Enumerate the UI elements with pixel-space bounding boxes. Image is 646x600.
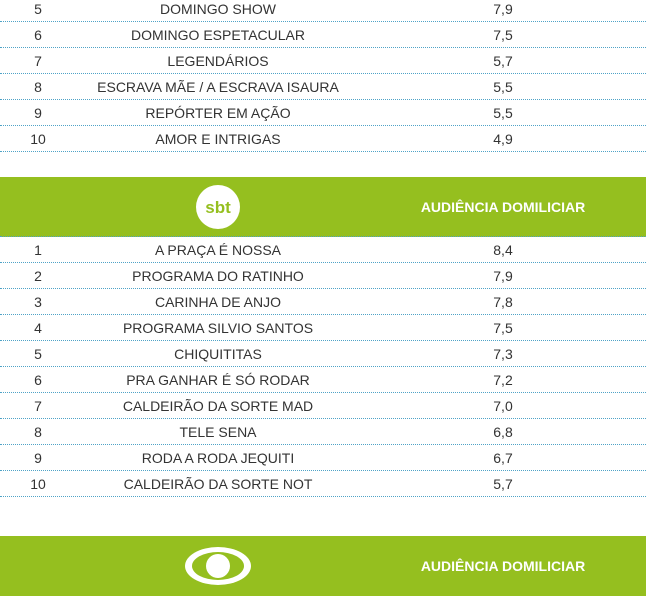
rank-cell: 2 (34, 267, 42, 284)
table-row: 3 CARINHA DE ANJO 7,8 (0, 289, 646, 315)
svg-text:sbt: sbt (205, 198, 231, 217)
score-cell: 5,7 (493, 52, 513, 69)
band-header-band: AUDIÊNCIA DOMILICIAR (0, 536, 646, 596)
table-row: 7 LEGENDÁRIOS 5,7 (0, 48, 646, 74)
table-row: 5 DOMINGO SHOW 7,9 (0, 0, 646, 22)
table-row: 2 PROGRAMA DO RATINHO 7,9 (0, 263, 646, 289)
score-cell: 5,7 (493, 475, 513, 492)
rank-cell: 8 (34, 78, 42, 95)
sbt-logo-icon: sbt (196, 185, 240, 229)
table-row: 9 RODA A RODA JEQUITI 6,7 (0, 445, 646, 471)
rank-cell: 8 (34, 423, 42, 440)
score-cell: 8,4 (493, 241, 513, 258)
program-cell: LEGENDÁRIOS (167, 52, 269, 69)
score-cell: 7,2 (493, 371, 513, 388)
program-cell: RODA A RODA JEQUITI (141, 449, 295, 466)
rank-cell: 7 (34, 397, 42, 414)
table-row: 5 CHIQUITITAS 7,3 (0, 341, 646, 367)
score-cell: 7,9 (493, 0, 513, 17)
table-row: 4 PROGRAMA SILVIO SANTOS 7,5 (0, 315, 646, 341)
program-cell: DOMINGO ESPETACULAR (131, 26, 305, 43)
rank-cell: 6 (34, 26, 42, 43)
top-ranking-table: 5 DOMINGO SHOW 7,9 6 DOMINGO ESPETACULAR 7,5 7… (0, 0, 646, 152)
program-cell: CHIQUITITAS (174, 345, 262, 362)
score-cell: 7,5 (493, 319, 513, 336)
program-cell: CARINHA DE ANJO (154, 293, 282, 310)
rank-cell: 6 (34, 371, 42, 388)
rank-cell: 3 (34, 293, 42, 310)
table-row: 6 DOMINGO ESPETACULAR 7,5 (0, 22, 646, 48)
band-eye-logo-icon (183, 544, 253, 588)
score-cell: 5,5 (493, 78, 513, 95)
rank-cell: 9 (34, 104, 42, 121)
rank-cell: 5 (34, 345, 42, 362)
rank-cell: 9 (34, 449, 42, 466)
program-cell: REPÓRTER EM AÇÃO (145, 104, 291, 121)
rank-cell: 1 (34, 241, 42, 258)
table-row: 9 REPÓRTER EM AÇÃO 5,5 (0, 100, 646, 126)
rank-cell: 7 (34, 52, 42, 69)
table-row: 6 PRA GANHAR É SÓ RODAR 7,2 (0, 367, 646, 393)
program-cell: ESCRAVA MÃE / A ESCRAVA ISAURA (97, 78, 339, 95)
sbt-header-band: sbt AUDIÊNCIA DOMILICIAR (0, 177, 646, 237)
program-cell: A PRAÇA É NOSSA (154, 241, 282, 258)
score-cell: 7,0 (493, 397, 513, 414)
score-cell: 5,5 (493, 104, 513, 121)
score-cell: 7,8 (493, 293, 513, 310)
score-cell: 7,5 (493, 26, 513, 43)
score-cell: 6,7 (493, 449, 513, 466)
table-row: 10 AMOR E INTRIGAS 4,9 (0, 126, 646, 152)
program-cell: CALDEIRÃO DA SORTE MAD (122, 397, 314, 414)
program-cell: PRA GANHAR É SÓ RODAR (126, 371, 310, 388)
rank-cell: 10 (30, 475, 46, 492)
score-cell: 7,9 (493, 267, 513, 284)
table-row: 8 TELE SENA 6,8 (0, 419, 646, 445)
rank-cell: 4 (34, 319, 42, 336)
score-cell: 6,8 (493, 423, 513, 440)
table-row: 1 A PRAÇA É NOSSA 8,4 (0, 237, 646, 263)
score-cell: 7,3 (493, 345, 513, 362)
table-row: 10 CALDEIRÃO DA SORTE NOT 5,7 (0, 471, 646, 497)
program-cell: CALDEIRÃO DA SORTE NOT (123, 475, 313, 492)
program-cell: PROGRAMA SILVIO SANTOS (122, 319, 314, 336)
score-cell: 4,9 (493, 130, 513, 147)
rank-cell: 10 (30, 130, 46, 147)
table-row: 7 CALDEIRÃO DA SORTE MAD 7,0 (0, 393, 646, 419)
table-row: 8 ESCRAVA MÃE / A ESCRAVA ISAURA 5,5 (0, 74, 646, 100)
rank-cell: 5 (34, 0, 42, 17)
program-cell: AMOR E INTRIGAS (155, 130, 281, 147)
program-cell: TELE SENA (179, 423, 257, 440)
program-cell: PROGRAMA DO RATINHO (132, 267, 304, 284)
program-cell: DOMINGO SHOW (160, 0, 276, 17)
band-section-title: AUDIÊNCIA DOMILICIAR (420, 558, 586, 574)
sbt-section-title: AUDIÊNCIA DOMILICIAR (420, 199, 586, 215)
sbt-ranking-table: 1 A PRAÇA É NOSSA 8,4 2 PROGRAMA DO RATINHO 7… (0, 236, 646, 497)
